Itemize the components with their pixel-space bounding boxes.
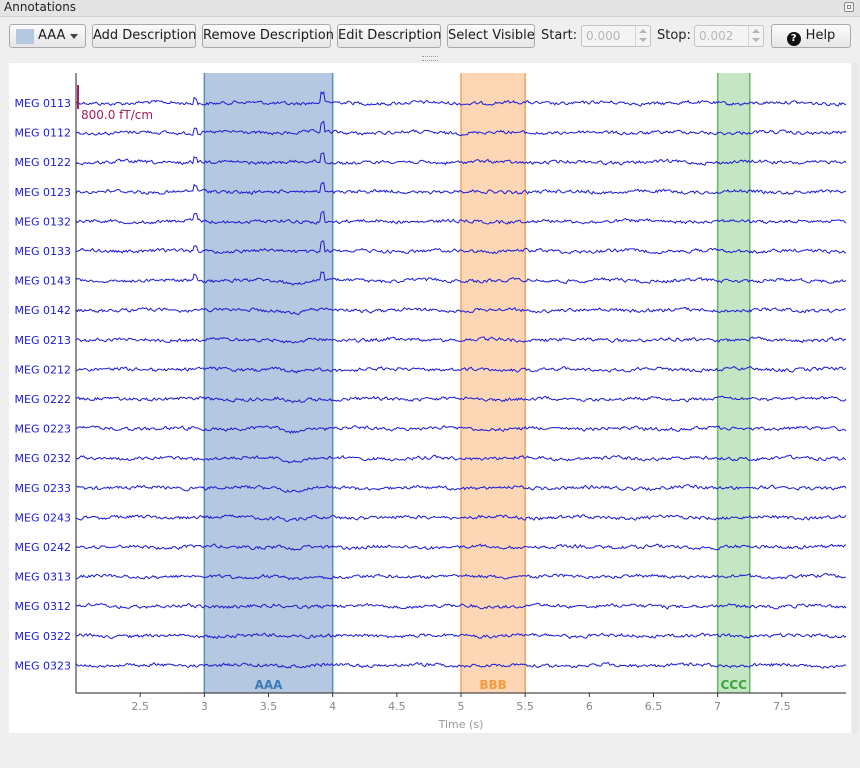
channel-label[interactable]: MEG 0232 [15,452,71,465]
channel-trace[interactable] [75,425,847,434]
selected-label-text: AAA [38,28,66,43]
channel-trace[interactable] [75,514,847,523]
stop-value: 0.002 [699,29,734,43]
undock-icon[interactable] [844,2,854,12]
channel-label[interactable]: MEG 0233 [15,482,71,495]
channel-trace[interactable] [75,572,847,581]
channel-trace[interactable] [75,395,847,404]
annotation-span-bbb[interactable] [461,73,526,693]
x-tick-label: 5 [458,700,465,713]
channel-label[interactable]: MEG 0143 [15,275,71,288]
raw-traces-canvas[interactable]: AAA BBB CCC 800.0 fT/cm 2.5 3 3.5 4 4.5 5 5.5 6 6.5… [9,63,851,733]
channel-label[interactable]: MEG 0213 [15,334,71,347]
label-color-swatch [16,29,34,44]
channel-label[interactable]: MEG 0132 [15,215,71,228]
x-axis-label: Time (s) [438,718,484,731]
channel-trace[interactable] [75,210,847,225]
channel-trace[interactable] [75,454,847,464]
annotation-span-aaa[interactable] [204,73,333,693]
annotation-label-dropdown[interactable]: AAA [9,24,86,48]
stop-label: Stop: [657,28,691,43]
channel-trace[interactable] [75,543,847,551]
annotation-span-ccc[interactable] [717,73,750,693]
help-button[interactable]: ? Help [771,24,851,48]
channel-trace[interactable] [75,483,847,493]
annotation-label: BBB [479,678,506,692]
add-description-button[interactable]: Add Description [92,24,196,48]
annotation-label: CCC [720,678,747,692]
start-value: 0.000 [586,29,621,43]
x-tick-label: 3 [201,700,208,713]
channel-label[interactable]: MEG 0222 [15,393,71,406]
annotations-titlebar: Annotations [0,0,860,17]
channel-trace[interactable] [75,366,847,374]
annotation-label: AAA [255,678,284,692]
channel-trace[interactable] [75,661,847,669]
channel-trace[interactable] [75,120,847,137]
remove-description-button[interactable]: Remove Description [202,24,334,48]
channel-trace[interactable] [75,240,847,255]
x-tick-label: 6.5 [645,700,663,713]
channel-trace[interactable] [75,181,847,196]
raw-data-plot[interactable]: AAA BBB CCC 800.0 fT/cm 2.5 3 3.5 4 4.5 5 5.5 6 6.5… [9,63,851,733]
channel-label[interactable]: MEG 0312 [15,600,71,613]
start-label: Start: [541,28,578,43]
x-tick-label: 7 [714,700,721,713]
channel-label[interactable]: MEG 0243 [15,511,71,524]
channel-label[interactable]: MEG 0112 [15,127,71,140]
channel-label[interactable]: MEG 0142 [15,304,71,317]
channel-label[interactable]: MEG 0322 [15,630,71,643]
channel-label[interactable]: MEG 0133 [15,245,71,258]
channel-trace[interactable] [75,90,847,107]
channel-label[interactable]: MEG 0113 [15,97,71,110]
spin-up-icon[interactable] [639,29,647,33]
channel-label[interactable]: MEG 0242 [15,541,71,554]
window-title: Annotations [4,0,77,14]
x-tick-label: 3.5 [260,700,278,713]
annotation-toolbar: AAA Add Description Remove Description E… [0,24,860,50]
x-tick-label: 4.5 [388,700,406,713]
help-label: Help [805,28,836,43]
channel-label[interactable]: MEG 0313 [15,571,71,584]
question-icon: ? [786,32,801,46]
channel-label[interactable]: MEG 0123 [15,186,71,199]
x-tick-label: 4 [329,700,336,713]
channel-trace[interactable] [75,632,847,640]
channel-label[interactable]: MEG 0122 [15,156,71,169]
channel-label[interactable]: MEG 0212 [15,363,71,376]
chevron-down-icon [70,34,78,39]
vertical-scrollbar[interactable] [852,63,858,733]
channel-trace[interactable] [75,271,847,286]
scale-bar-label: 800.0 fT/cm [81,108,153,122]
x-tick-label: 7.5 [773,700,791,713]
start-spinbox[interactable]: 0.000 [581,25,651,47]
channel-label[interactable]: MEG 0323 [15,659,71,672]
start-spin-arrows[interactable] [635,26,650,46]
spin-down-icon[interactable] [639,38,647,42]
channel-label[interactable]: MEG 0223 [15,423,71,436]
x-tick-label: 5.5 [516,700,534,713]
channel-trace[interactable] [75,336,847,344]
x-tick-label: 2.5 [131,700,149,713]
channel-trace[interactable] [75,602,847,610]
select-visible-button[interactable]: Select Visible [447,24,535,48]
channel-trace[interactable] [75,306,847,316]
spin-down-icon[interactable] [752,38,760,42]
stop-spin-arrows[interactable] [748,26,763,46]
edit-description-button[interactable]: Edit Description [337,24,441,48]
stop-spinbox[interactable]: 0.002 [694,25,764,47]
splitter-handle[interactable] [422,56,438,61]
x-tick-label: 6 [586,700,593,713]
spin-up-icon[interactable] [752,29,760,33]
channel-trace[interactable] [75,152,847,166]
